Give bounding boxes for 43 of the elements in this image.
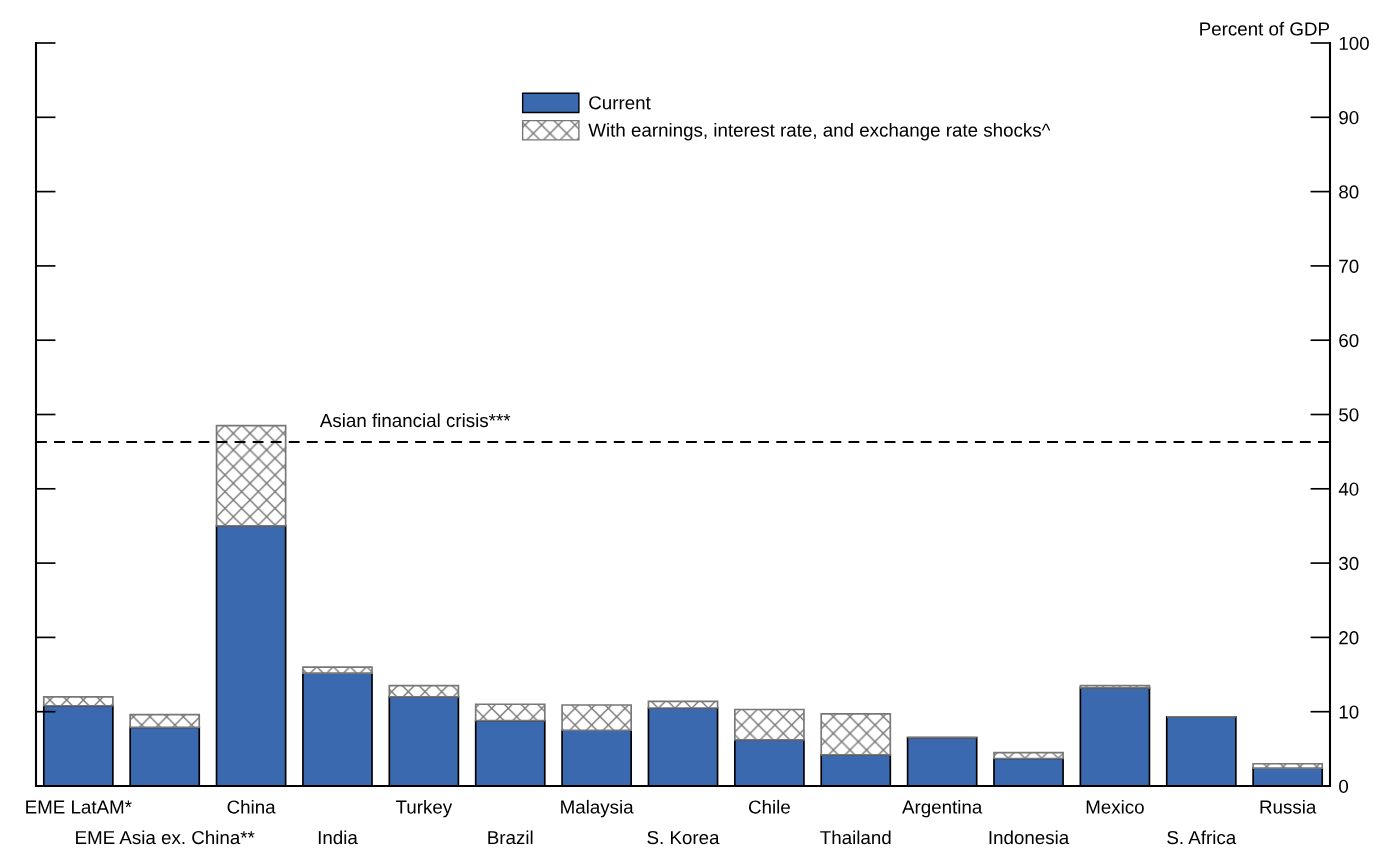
x-tick-label: EME LatAM*	[26, 800, 132, 814]
y-tick-label: 100	[1339, 36, 1369, 50]
y-tick-label: 80	[1339, 185, 1359, 199]
legend-label: Current	[589, 96, 651, 110]
x-tick-label: Chile	[748, 799, 790, 814]
x-tick-label: Indonesia	[989, 830, 1070, 845]
bar	[474, 703, 546, 722]
bar	[215, 424, 287, 527]
y-tick-label: 30	[1339, 556, 1359, 571]
x-tick-label: S. Korea	[647, 830, 720, 845]
x-tick-label: China	[227, 799, 276, 814]
bar	[733, 708, 805, 741]
bar	[647, 700, 719, 709]
y-tick-label: 60	[1339, 333, 1359, 348]
bar	[993, 751, 1064, 760]
bar	[561, 704, 633, 732]
y-tick-label: 10	[1339, 705, 1359, 719]
x-tick-label: Thailand	[820, 830, 891, 845]
y-tick-label: 70	[1339, 259, 1359, 273]
y-tick-label: 90	[1339, 111, 1359, 125]
y-tick-label: 20	[1339, 631, 1359, 645]
x-tick-label: Argentina	[902, 799, 983, 818]
bar	[302, 666, 373, 674]
bar	[388, 684, 460, 698]
x-tick-label: S. Africa	[1167, 830, 1237, 845]
x-tick-label: India	[318, 830, 358, 845]
x-tick-label: Turkey	[395, 799, 453, 818]
y-tick-label: 0	[1339, 779, 1349, 793]
legend-label: With earnings, interest rate, and exchange rate shocks^	[588, 122, 1051, 141]
x-tick-label: EME Asia ex. China**	[76, 830, 255, 845]
y-axis-title: Percent of GDP	[1200, 21, 1330, 36]
bar	[129, 713, 201, 729]
x-tick-label: Mexico	[1086, 799, 1144, 814]
x-tick-label: Malaysia	[561, 799, 634, 818]
x-tick-label: Russia	[1260, 799, 1317, 814]
y-tick-label: 40	[1338, 482, 1359, 496]
x-tick-label: Brazil	[488, 830, 533, 845]
bar	[42, 696, 114, 707]
ref-line-label: Asian financial crisis***	[319, 413, 511, 428]
bar	[1252, 762, 1324, 770]
bar	[1079, 684, 1151, 689]
bar	[820, 713, 892, 756]
y-tick-label: 50	[1339, 408, 1359, 422]
